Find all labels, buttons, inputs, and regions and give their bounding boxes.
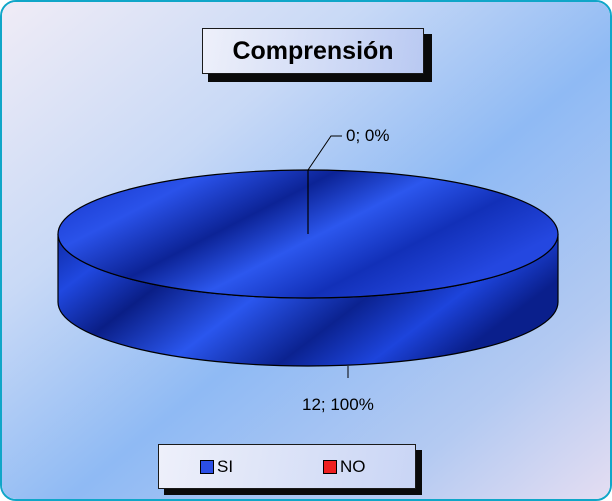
legend-swatch-no bbox=[323, 460, 337, 474]
leader-line-no bbox=[307, 135, 342, 171]
data-label-no: 0; 0% bbox=[346, 126, 390, 145]
legend-label-no: NO bbox=[340, 457, 366, 476]
chart-title: Comprensión bbox=[202, 28, 424, 74]
legend: SI NO bbox=[158, 444, 416, 489]
legend-label-si: SI bbox=[217, 457, 234, 476]
legend-item-no: NO bbox=[323, 457, 366, 477]
legend-item-si: SI bbox=[200, 457, 233, 477]
data-label-si: 12; 100% bbox=[302, 395, 374, 414]
pie-3d bbox=[57, 169, 559, 367]
legend-swatch-si bbox=[200, 460, 214, 474]
leader-lines bbox=[307, 135, 349, 378]
